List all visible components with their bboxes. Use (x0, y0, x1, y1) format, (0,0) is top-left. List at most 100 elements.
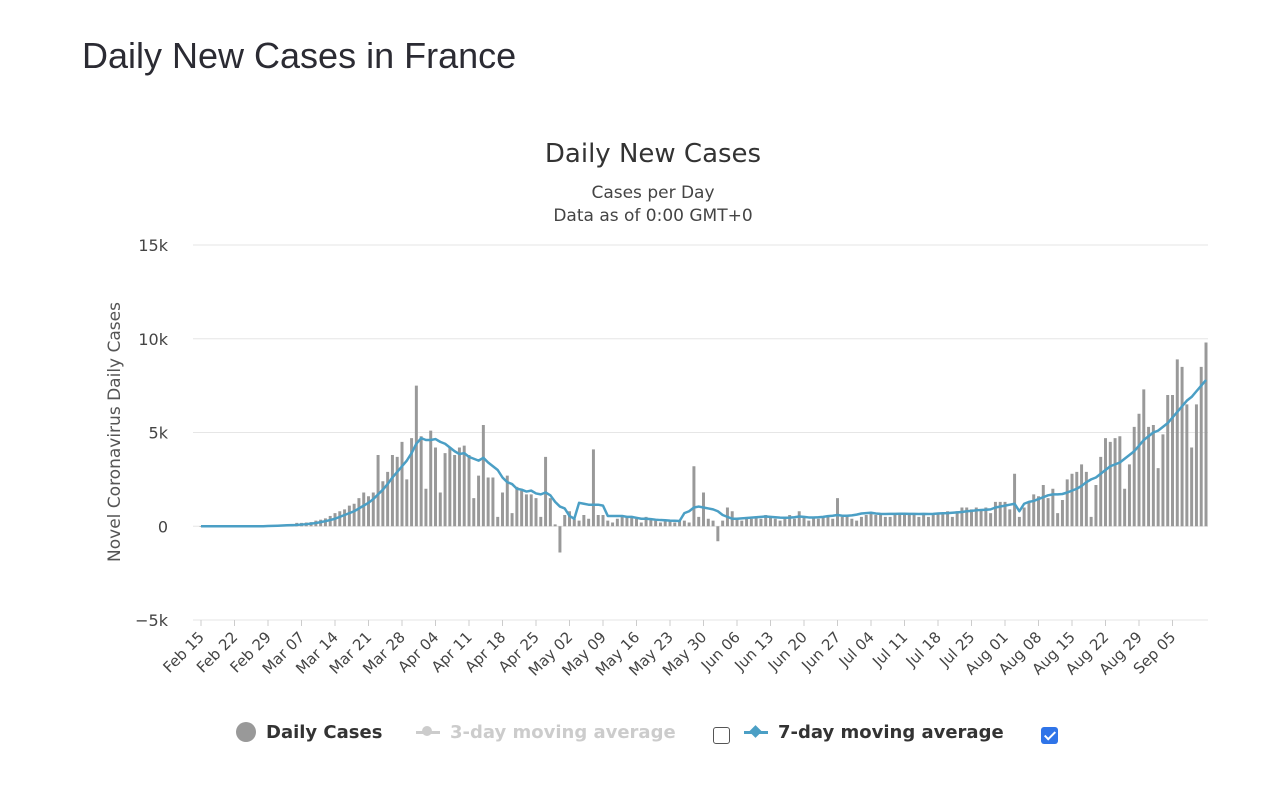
daily-cases-bar (491, 477, 495, 527)
daily-cases-bar (984, 507, 988, 527)
daily-cases-bar (357, 498, 361, 527)
daily-cases-bar (577, 520, 581, 527)
daily-cases-bar (1075, 471, 1079, 527)
daily-cases-bar (769, 516, 772, 527)
daily-cases-bar (520, 490, 524, 527)
daily-cases-dot-icon (236, 722, 256, 742)
daily-cases-bar (850, 518, 854, 527)
daily-cases-bar (410, 438, 414, 527)
daily-cases-bar (453, 455, 457, 527)
daily-cases-bar (1060, 500, 1064, 527)
daily-cases-bar (692, 466, 696, 527)
daily-cases-bar (620, 515, 624, 527)
daily-cases-bar (836, 498, 839, 527)
daily-cases-bar (812, 516, 816, 527)
daily-cases-bar (1017, 516, 1021, 527)
daily-cases-bar (462, 445, 466, 527)
daily-cases-bar (950, 516, 954, 527)
daily-cases-bar (840, 516, 844, 527)
chart-title: Daily New Cases (545, 139, 761, 169)
daily-cases-bar (591, 449, 595, 527)
daily-cases-bar (1089, 516, 1093, 527)
y-tick-label: 5k (149, 424, 169, 443)
daily-cases-bar (1123, 488, 1127, 527)
legend-daily-cases[interactable]: Daily Cases (236, 716, 382, 748)
daily-cases-bar (673, 522, 677, 527)
daily-cases-bar (749, 518, 753, 527)
seven-day-average-series (201, 379, 1207, 528)
daily-cases-bar (548, 498, 552, 527)
daily-cases-bar (869, 513, 873, 527)
legend-daily-cases-label: Daily Cases (266, 721, 383, 743)
daily-cases-bar (788, 515, 792, 527)
daily-cases-bar (658, 522, 662, 527)
daily-cases-bar (821, 516, 825, 527)
daily-cases-bar (778, 520, 782, 527)
daily-cases-bar (443, 453, 447, 527)
daily-cases-bar (1037, 496, 1040, 527)
daily-cases-bar (639, 522, 643, 527)
seven-day-average-checkbox[interactable] (1041, 727, 1058, 744)
daily-cases-bar (855, 520, 859, 527)
daily-cases-bar (587, 518, 591, 527)
daily-cases-bar (1108, 441, 1112, 527)
daily-cases-bar (1032, 494, 1036, 527)
daily-cases-bar (989, 513, 993, 527)
daily-cases-bar (1113, 438, 1117, 527)
daily-cases-bar (797, 511, 801, 527)
daily-cases-bar (654, 520, 658, 527)
daily-cases-bar (615, 518, 619, 527)
daily-cases-bar (807, 520, 811, 527)
daily-cases-bar (998, 501, 1002, 527)
daily-cases-bar (792, 518, 796, 527)
daily-cases-bar (1204, 342, 1208, 527)
daily-cases-bar (745, 518, 749, 527)
daily-cases-bar (874, 515, 878, 527)
daily-cases-bar (496, 516, 500, 527)
daily-cases-bar (529, 494, 533, 527)
legend-seven-day-average[interactable]: 7-day moving average (744, 716, 1004, 748)
daily-cases-bar (783, 518, 787, 527)
y-tick-label: 10k (138, 330, 168, 349)
daily-cases-bar (376, 455, 380, 527)
daily-cases-bar (754, 516, 758, 527)
daily-cases-bar (702, 492, 705, 527)
three-day-average-checkbox[interactable] (713, 727, 730, 744)
daily-cases-bar (1065, 479, 1069, 527)
seven-day-average-line (201, 379, 1207, 528)
daily-cases-bar (395, 456, 399, 527)
daily-cases-bar (400, 441, 404, 527)
daily-cases-bar (759, 518, 763, 527)
daily-cases-bar (515, 486, 519, 527)
daily-cases-bar (1127, 464, 1131, 527)
daily-cases-bar (721, 520, 725, 527)
daily-cases-bar (601, 515, 605, 527)
daily-cases-bar (1180, 366, 1184, 527)
daily-cases-bar (1046, 498, 1050, 527)
daily-cases-bar (903, 515, 906, 527)
daily-cases-bar (1118, 436, 1122, 527)
daily-cases-bar (1013, 473, 1017, 527)
daily-cases-bar (678, 520, 682, 527)
y-tick-label: −5k (135, 611, 169, 630)
daily-cases-bar (1056, 513, 1060, 527)
legend-three-day-average[interactable]: 3-day moving average (416, 716, 676, 748)
daily-cases-bar (879, 513, 883, 527)
daily-cases-bar (883, 516, 887, 527)
daily-cases-bar (697, 516, 701, 527)
daily-cases-bar (864, 515, 868, 527)
daily-cases-bar (802, 516, 806, 527)
daily-cases-bar (644, 516, 648, 527)
daily-cases-bar (338, 511, 342, 527)
daily-cases-bar (347, 505, 351, 527)
daily-cases-bar (711, 520, 715, 527)
daily-cases-bar (764, 515, 768, 527)
daily-cases-bar (1041, 485, 1045, 527)
daily-cases-bar (630, 516, 634, 527)
page-title: Daily New Cases in France (82, 35, 517, 76)
daily-cases-bar (716, 526, 720, 542)
daily-cases-bar (1190, 447, 1194, 527)
daily-cases-bar (429, 430, 433, 527)
chart-subtitle-1: Cases per Day (591, 183, 714, 203)
daily-cases-bar (1022, 507, 1026, 527)
